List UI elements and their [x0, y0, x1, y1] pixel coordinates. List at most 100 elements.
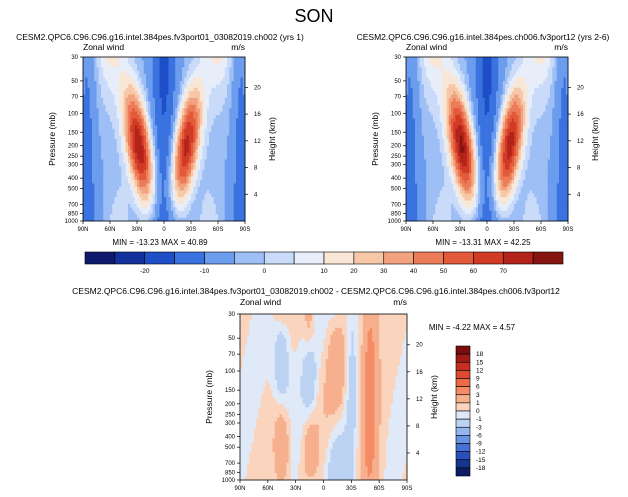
heatmap-cell — [110, 152, 113, 157]
heatmap-cell — [89, 91, 93, 95]
heatmap-cell — [107, 149, 111, 154]
heatmap-cell — [112, 121, 115, 126]
heatmap-cell — [137, 210, 140, 215]
heatmap-cell — [134, 60, 138, 65]
heatmap-cell — [143, 166, 147, 171]
heatmap-cell — [146, 145, 149, 150]
heatmap-cell — [150, 87, 154, 92]
heatmap-cell — [150, 190, 154, 195]
heatmap-cell — [107, 193, 111, 198]
heatmap-cell — [139, 152, 142, 157]
heatmap-cell — [87, 210, 91, 215]
heatmap-cell — [152, 94, 156, 99]
heatmap-cell — [116, 217, 120, 222]
heatmap-cell — [146, 77, 149, 82]
heatmap-cell — [143, 159, 147, 164]
heatmap-cell — [132, 67, 136, 72]
panel-control-run: CESM2.QPC6.C96.C96.g16.intel.384pes.fv3p… — [16, 32, 304, 247]
heatmap-cell — [141, 108, 145, 113]
heatmap-cell — [146, 203, 149, 208]
heatmap-cell — [110, 190, 113, 195]
heatmap-cell — [119, 162, 122, 167]
heatmap-cell — [98, 132, 102, 136]
heatmap-cell — [105, 101, 109, 106]
heatmap-cell — [143, 111, 147, 116]
heatmap-cell — [150, 128, 154, 133]
heatmap-cell — [139, 135, 142, 140]
heatmap-cell — [134, 74, 138, 78]
heatmap-cell — [105, 173, 109, 177]
heatmap-cell — [143, 80, 147, 85]
heatmap-cell — [114, 111, 118, 116]
heatmap-cell — [137, 94, 140, 99]
heatmap-cell — [112, 94, 115, 99]
heatmap-cell — [112, 152, 115, 157]
heatmap-cell — [143, 197, 147, 201]
heatmap-cell — [139, 60, 142, 65]
heatmap-cell — [101, 214, 104, 218]
heatmap-cell — [146, 173, 149, 177]
heatmap-cell — [98, 173, 102, 177]
heatmap-cell — [141, 98, 145, 102]
heatmap-cell — [116, 203, 120, 208]
heatmap-cell — [119, 67, 122, 72]
heatmap-cell — [146, 162, 149, 167]
heatmap-cell — [143, 162, 147, 167]
y-tick-label: 70 — [71, 95, 78, 101]
heatmap-cell — [130, 197, 133, 201]
heatmap-cell — [107, 118, 111, 123]
heatmap-cell — [141, 101, 145, 106]
heatmap-cell — [107, 84, 111, 89]
heatmap-cell — [114, 108, 118, 113]
heatmap-cell — [150, 203, 154, 208]
heatmap-cell — [146, 180, 149, 184]
heatmap-cell — [132, 159, 136, 164]
heatmap-cell — [116, 125, 120, 130]
heatmap-cell — [85, 142, 88, 147]
heatmap-cell — [121, 169, 124, 174]
heatmap-cell — [150, 94, 154, 99]
heatmap-cell — [139, 176, 142, 181]
heatmap-cell — [110, 128, 113, 133]
heatmap-cell — [123, 118, 127, 123]
heatmap-cell — [103, 70, 106, 75]
heatmap-cell — [112, 159, 115, 164]
heatmap-cell — [125, 108, 129, 113]
heatmap-cell — [128, 84, 131, 89]
heatmap-cell — [101, 142, 104, 147]
heatmap-cell — [92, 176, 95, 181]
heatmap-cell — [98, 94, 102, 99]
heatmap-cell — [105, 149, 109, 154]
heatmap-cell — [107, 152, 111, 157]
heatmap-cell — [85, 91, 88, 95]
heatmap-cell — [148, 98, 151, 102]
heatmap-cell — [110, 57, 113, 61]
heatmap-cell — [105, 98, 109, 102]
heatmap-cell — [87, 186, 91, 191]
heatmap-cell — [94, 84, 97, 89]
heatmap-cell — [132, 57, 136, 61]
heatmap-cell — [137, 190, 140, 195]
heatmap-cell — [87, 60, 91, 65]
heatmap-cell — [132, 121, 136, 126]
heatmap-cell — [137, 173, 140, 177]
heatmap-cell — [119, 94, 122, 99]
heatmap-cell — [143, 183, 147, 188]
heatmap-cell — [83, 176, 86, 181]
heatmap-cell — [121, 77, 124, 82]
heatmap-cell — [87, 87, 91, 92]
heatmap-cell — [121, 186, 124, 191]
heatmap-cell — [110, 207, 113, 212]
heatmap-cell — [148, 125, 151, 130]
heatmap-cell — [116, 101, 120, 106]
heatmap-cell — [130, 169, 133, 174]
heatmap-cell — [105, 128, 109, 133]
heatmap-cell — [83, 169, 86, 174]
heatmap-cell — [94, 80, 97, 85]
heatmap-cell — [132, 210, 136, 215]
heatmap-cell — [150, 210, 154, 215]
heatmap-cell — [85, 166, 88, 171]
heatmap-cell — [110, 183, 113, 188]
heatmap-cell — [119, 186, 122, 191]
heatmap-cell — [148, 70, 151, 75]
